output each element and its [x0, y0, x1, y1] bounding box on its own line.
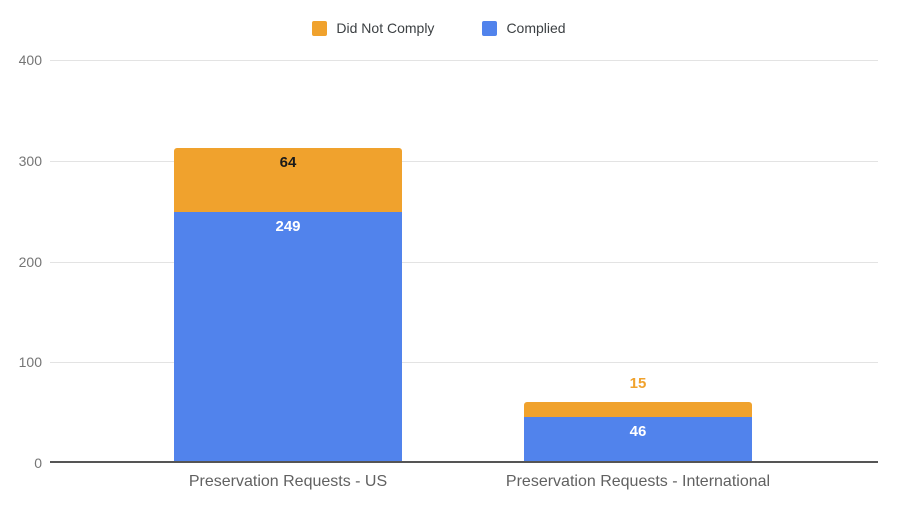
bar-segment-complied[interactable] [524, 417, 752, 463]
plot-area: 249 64 46 15 [50, 60, 878, 463]
bar-value-label-complied: 249 [275, 218, 301, 235]
x-axis-label-1: Preservation Requests - US [188, 473, 388, 490]
x-axis-label-2: Preservation Requests - International [505, 473, 771, 490]
bar-segment-did-not-comply[interactable] [174, 148, 402, 212]
gridline-100 [50, 362, 878, 363]
legend-item-label: Did Not Comply [336, 20, 435, 36]
bar-segment-complied[interactable] [174, 212, 402, 463]
y-tick-label-400: 400 [18, 52, 42, 68]
legend-item-did-not-comply[interactable]: Did Not Comply [312, 20, 434, 36]
gridline-400 [50, 60, 878, 61]
gridline-200 [50, 262, 878, 263]
y-tick-label-100: 100 [18, 354, 42, 370]
x-axis-baseline [50, 461, 878, 463]
legend-swatch-did-not-comply-icon [312, 20, 328, 36]
bar-segment-did-not-comply[interactable] [524, 402, 752, 417]
bar-value-label-did-not-comply: 15 [629, 375, 647, 392]
bar-value-label-complied: 46 [629, 423, 647, 440]
y-tick-label-300: 300 [18, 153, 42, 169]
bar-value-label-did-not-comply: 64 [279, 154, 297, 171]
y-tick-label-0: 0 [34, 455, 42, 471]
gridline-300 [50, 161, 878, 162]
legend-item-label: Complied [506, 20, 566, 36]
y-tick-label-200: 200 [18, 254, 42, 270]
legend-swatch-complied-icon [482, 20, 498, 36]
legend-item-complied[interactable]: Complied [482, 20, 566, 36]
chart-legend: Did Not Comply Complied [0, 20, 878, 36]
